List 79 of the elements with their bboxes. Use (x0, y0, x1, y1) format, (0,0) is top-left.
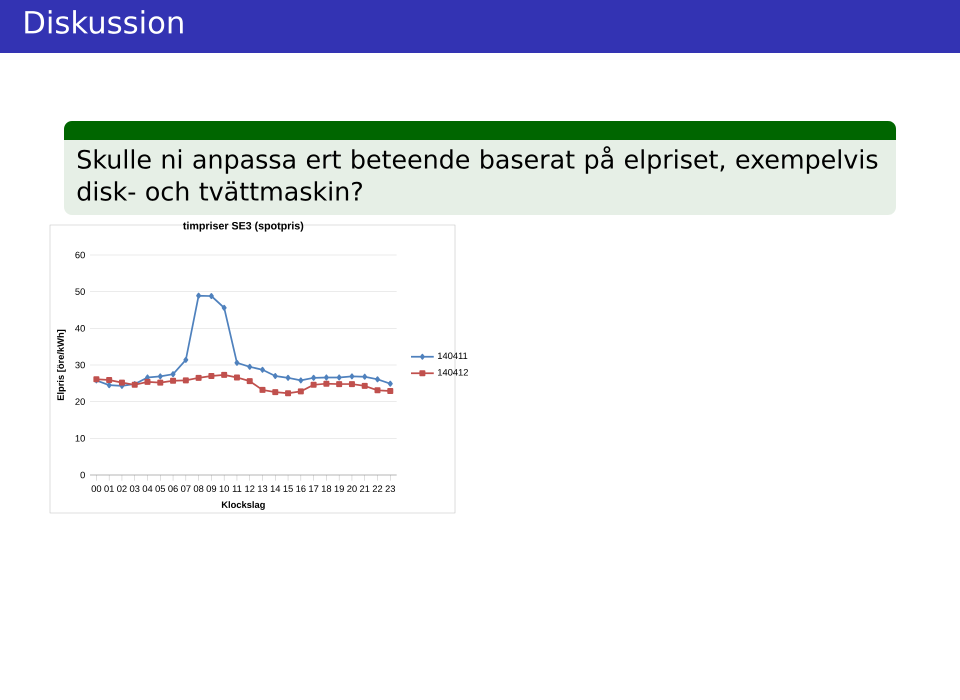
point (285, 390, 292, 396)
point (247, 364, 252, 370)
point (106, 377, 112, 384)
point (182, 377, 189, 384)
point (222, 304, 227, 311)
point (196, 374, 202, 381)
point (221, 372, 228, 378)
legend-label: 140411 (438, 352, 468, 360)
x-tick-label: 22 (372, 485, 382, 492)
point (298, 388, 304, 394)
y-tick-label: 40 (75, 325, 85, 332)
x-tick-label: 19 (334, 485, 344, 492)
x-tick-label: 13 (258, 485, 268, 492)
x-tick-label: 15 (284, 485, 293, 492)
point (286, 374, 291, 381)
x-tick-label: 05 (155, 485, 166, 492)
y-axis-title: Elpris [öre/kWh] (57, 330, 66, 400)
point (387, 388, 394, 394)
x-tick-label: 17 (309, 485, 318, 492)
y-tick-label: 60 (75, 252, 85, 258)
point (272, 389, 278, 396)
point (348, 381, 355, 388)
x-tick-label: 18 (322, 485, 332, 492)
point (183, 356, 188, 363)
x-tick-label: 08 (194, 485, 204, 492)
x-tick-label: 20 (347, 485, 357, 492)
point (234, 374, 240, 380)
x-tick-label: 03 (130, 485, 140, 492)
text: Skulle ni anpassa ert beteende baserat på elpriset, exempelvis disk- och tvättmaskin? (78, 146, 878, 201)
x-axis-title: Klockslag (222, 501, 265, 510)
point (388, 380, 393, 387)
text: Diskussion (25, 10, 183, 34)
x-tick-label: 09 (206, 485, 216, 492)
legend-label: 140412 (438, 369, 468, 376)
chart-title: timpriser SE3 (spotpris) (183, 222, 304, 232)
x-tick-label: 23 (386, 485, 396, 492)
y-tick-label: 20 (75, 398, 85, 405)
point (298, 377, 304, 384)
x-tick-label: 21 (360, 485, 370, 492)
x-tick-label: 01 (104, 485, 114, 492)
x-tick-label: 14 (270, 485, 280, 492)
point (362, 374, 368, 380)
point (311, 374, 316, 381)
point (260, 386, 266, 393)
point (170, 371, 176, 378)
point (310, 382, 317, 388)
point (362, 382, 368, 389)
x-tick-label: 06 (168, 485, 178, 492)
point (375, 376, 380, 382)
x-tick-label: 11 (232, 485, 242, 492)
point (323, 380, 330, 387)
x-tick-label: 04 (142, 485, 152, 492)
point (208, 372, 214, 380)
x-tick-label: 02 (117, 485, 127, 492)
point (374, 387, 381, 394)
x-tick-label: 16 (296, 485, 306, 492)
point (170, 378, 176, 384)
x-tick-label: 10 (220, 485, 229, 492)
x-tick-label: 00 (92, 485, 102, 492)
point (144, 378, 151, 385)
point (272, 372, 278, 380)
y-tick-label: 10 (76, 435, 85, 442)
point (324, 374, 329, 380)
point (234, 360, 240, 366)
point (208, 293, 214, 300)
point (349, 373, 354, 380)
point (336, 374, 342, 380)
point (196, 292, 202, 299)
point (336, 381, 342, 388)
y-tick-label: 0 (80, 472, 85, 478)
point (260, 366, 265, 373)
point (158, 373, 163, 380)
x-tick-label: 07 (181, 485, 191, 492)
point (246, 378, 253, 384)
point (118, 380, 125, 386)
x-tick-label: 12 (245, 485, 254, 492)
y-tick-label: 30 (75, 362, 85, 368)
y-tick-label: 50 (75, 288, 85, 295)
point (157, 380, 164, 386)
